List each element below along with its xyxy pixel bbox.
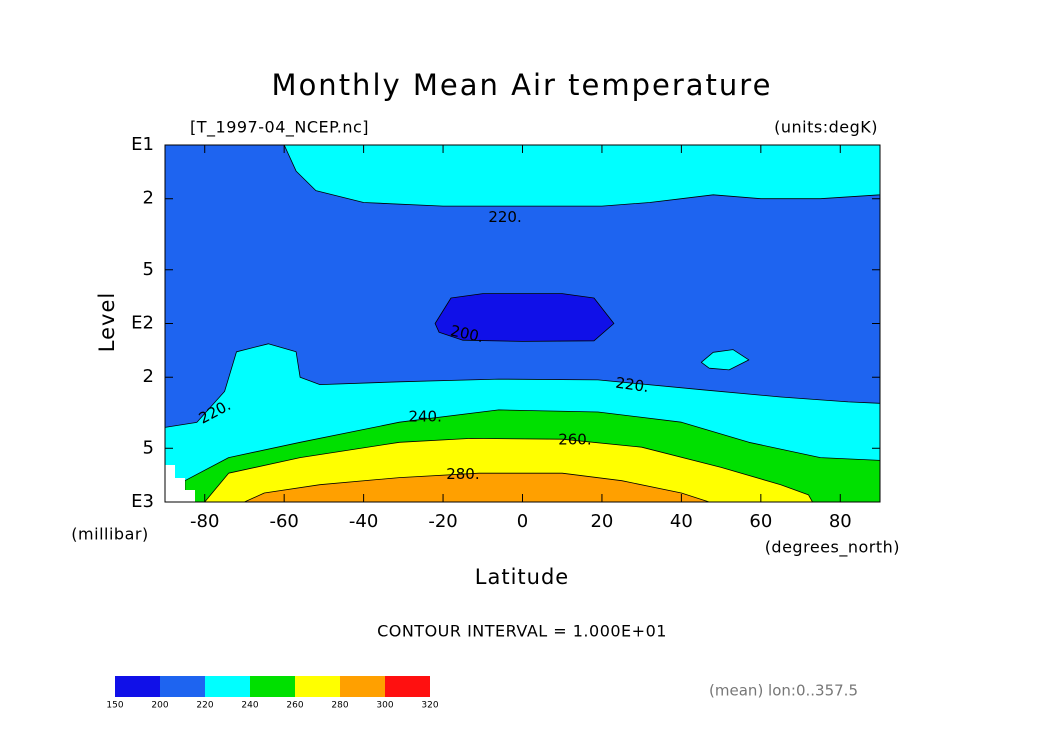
missing-data (175, 478, 185, 502)
colorbar-label: 200 (151, 701, 168, 711)
colorbar-swatch (385, 676, 430, 697)
contour-label: 220. (614, 374, 650, 396)
x-tick-label: -20 (428, 511, 457, 532)
contour-fills (165, 145, 880, 502)
missing-data (165, 465, 175, 502)
colorbar-label: 320 (421, 701, 438, 711)
colorbar-label: 150 (106, 701, 123, 711)
contour-region (283, 145, 880, 207)
y-tick-label: 2 (143, 188, 154, 209)
y-tick-label: 2 (143, 366, 154, 387)
x-tick-label: 0 (517, 511, 528, 532)
missing-data (185, 490, 195, 502)
colorbar-label: 220 (196, 701, 213, 711)
x-tick-label: -80 (190, 511, 219, 532)
contour-label: 260. (558, 431, 591, 449)
plot-area (165, 145, 880, 502)
contour-region (700, 349, 750, 371)
colorbar-swatch (295, 676, 340, 697)
colorbar-swatch (205, 676, 250, 697)
y-tick-label: E1 (131, 134, 154, 155)
colorbar-label: 280 (331, 701, 348, 711)
x-tick-label: -60 (269, 511, 298, 532)
x-tick-label: 60 (749, 511, 772, 532)
y-tick-label: 5 (143, 259, 154, 280)
y-tick-label: E2 (131, 313, 154, 334)
x-units: (degrees_north) (765, 538, 900, 558)
x-tick-label: 80 (829, 511, 852, 532)
chart-title: Monthly Mean Air temperature (272, 68, 773, 102)
x-tick-label: 40 (670, 511, 693, 532)
y-tick-label: 5 (143, 437, 154, 458)
contour-note: CONTOUR INTERVAL = 1.000E+01 (377, 622, 667, 641)
source-label: [T_1997-04_NCEP.nc] (190, 118, 369, 138)
contour-label: 280. (446, 465, 479, 483)
colorbar-label: 260 (286, 701, 303, 711)
colorbar-label: 240 (241, 701, 258, 711)
footnote: (mean) lon:0..357.5 (709, 682, 858, 700)
contour-region (434, 293, 615, 342)
colorbar-swatch (250, 676, 295, 697)
colorbar-label: 300 (376, 701, 393, 711)
units-label: (units:degK) (774, 118, 878, 137)
x-tick-label: 20 (590, 511, 613, 532)
y-units: (millibar) (71, 525, 148, 544)
contour-region (243, 472, 710, 502)
colorbar-swatch (340, 676, 385, 697)
x-axis-label: Latitude (475, 565, 569, 589)
x-tick-label: -40 (349, 511, 378, 532)
y-axis-label: Level (95, 292, 119, 352)
colorbar-swatch (115, 676, 160, 697)
colorbar-swatch (160, 676, 205, 697)
contour-label: 240. (408, 407, 441, 425)
y-tick-label: E3 (131, 491, 154, 512)
contour-label: 220. (488, 208, 521, 226)
